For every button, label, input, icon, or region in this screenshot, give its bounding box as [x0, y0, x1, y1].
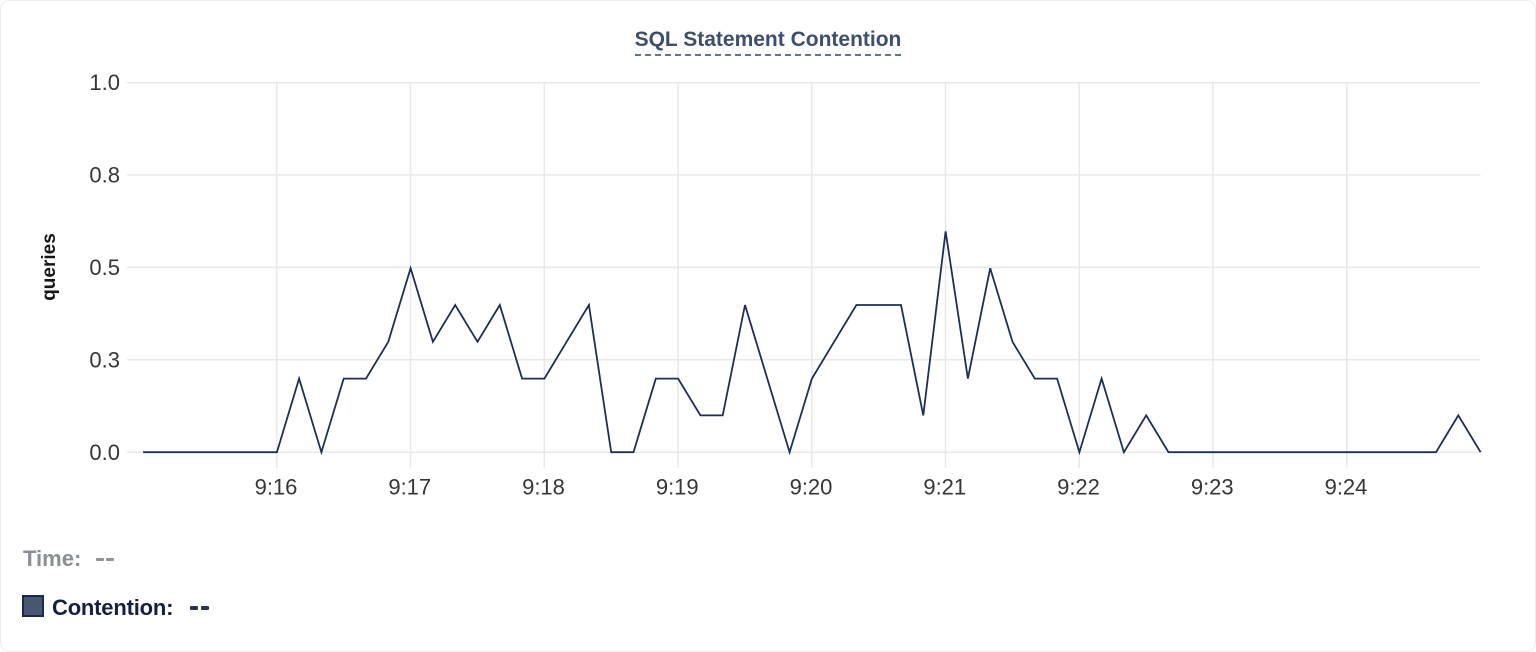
svg-text:9:18: 9:18 — [522, 475, 565, 500]
svg-text:9:23: 9:23 — [1191, 475, 1234, 500]
svg-text:0.5: 0.5 — [89, 255, 120, 280]
svg-text:9:20: 9:20 — [790, 475, 833, 500]
svg-text:9:19: 9:19 — [656, 475, 699, 500]
svg-text:0.8: 0.8 — [89, 163, 120, 188]
svg-text:9:17: 9:17 — [388, 475, 431, 500]
svg-text:queries: queries — [39, 233, 60, 301]
svg-text:1.0: 1.0 — [89, 70, 120, 95]
svg-text:9:22: 9:22 — [1057, 475, 1100, 500]
svg-text:0.0: 0.0 — [89, 440, 120, 465]
svg-text:9:24: 9:24 — [1325, 475, 1368, 500]
svg-text:0.3: 0.3 — [89, 347, 120, 372]
svg-text:9:21: 9:21 — [923, 475, 966, 500]
svg-text:9:16: 9:16 — [255, 475, 298, 500]
